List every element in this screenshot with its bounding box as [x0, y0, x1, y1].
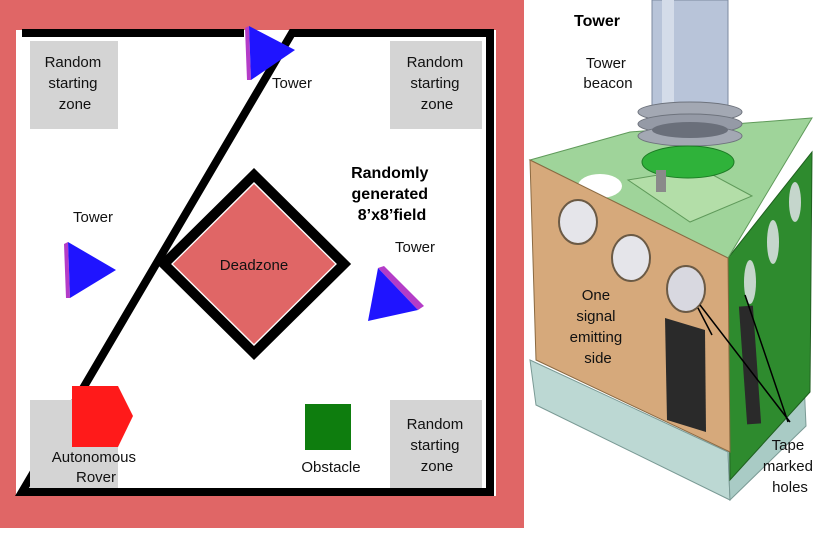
start-zone-1-line-2: starting: [48, 75, 97, 92]
start-zone-label-1: Random starting zone: [45, 54, 106, 113]
field-title-line-1: Randomly: [351, 165, 428, 182]
wood-board-hole-1: [558, 199, 598, 245]
start-zone-3-line-1: Random: [407, 416, 464, 433]
tower-label-right: Tower: [395, 239, 435, 256]
tape-label: Tape marked holes: [763, 437, 817, 496]
deadzone: [173, 184, 335, 344]
tower-label-top: Tower: [272, 75, 312, 92]
signal-side-line-3: emitting: [570, 329, 623, 346]
wood-board-emitter: [665, 318, 706, 432]
leader-line-tape-2: [699, 304, 791, 423]
beacon-green-mount: [641, 145, 735, 179]
start-zone-bottom-right: [390, 400, 482, 488]
rover-label: Autonomous Rover: [52, 449, 140, 486]
tape-label-line-1: Tape: [772, 437, 805, 454]
beacon-label-line-1: Tower: [586, 55, 626, 72]
tower-left-icon: [64, 242, 116, 298]
obstacle-label: Obstacle: [301, 459, 360, 476]
beacon-cone: [652, 122, 728, 138]
wood-board-hole-2: [611, 234, 651, 282]
tape-label-line-3: holes: [772, 479, 808, 496]
rover-icon: [72, 386, 133, 447]
rover-label-line-1: Autonomous: [52, 449, 136, 466]
rover-label-line-2: Rover: [76, 469, 116, 486]
wood-board-hole-3: [666, 265, 706, 313]
field-title: Randomly generated 8’x8’field: [351, 165, 433, 224]
deadzone-outline: [156, 167, 352, 361]
green-board-emitter: [738, 305, 762, 425]
start-zone-2-line-3: zone: [421, 96, 454, 113]
start-zone-3-line-2: starting: [410, 437, 459, 454]
signal-side-line-2: signal: [576, 308, 615, 325]
green-board-hole-3: [789, 182, 801, 222]
start-zone-1-line-1: Random: [45, 54, 102, 71]
start-zone-3-line-3: zone: [421, 458, 454, 475]
signal-side-label: One signal emitting side: [570, 287, 627, 367]
signal-side-line-4: side: [584, 350, 612, 367]
tape-label-line-2: marked: [763, 458, 813, 475]
leader-line-tape-1: [744, 294, 789, 423]
green-board-hole-2: [767, 220, 779, 264]
start-zone-1-line-3: zone: [59, 96, 92, 113]
field-wall: [15, 29, 494, 496]
beacon-label: Tower beacon: [583, 55, 632, 92]
tower-label-left: Tower: [73, 209, 113, 226]
start-zone-label-2: Random starting zone: [407, 54, 468, 113]
green-board-hole-1: [744, 260, 756, 304]
leader-line-side: [697, 307, 713, 336]
tower-right-icon: [368, 266, 424, 321]
obstacle-icon: [305, 404, 351, 450]
tower-model-panel: Tower Tower beacon One signal emitting s…: [524, 0, 822, 528]
field-panel: Random starting zone Random starting zon…: [0, 0, 524, 528]
field-title-line-3: 8’x8’field: [358, 207, 426, 224]
tower-model-heading: Tower: [574, 13, 620, 30]
start-zone-label-3: Random starting zone: [407, 416, 468, 475]
deadzone-label: Deadzone: [220, 257, 288, 274]
beacon-tube-highlight: [662, 0, 674, 110]
tower-top-icon: [245, 26, 295, 80]
signal-side-line-1: One: [582, 287, 610, 304]
start-zone-2-line-2: starting: [410, 75, 459, 92]
start-zone-top-left: [30, 41, 118, 129]
start-zone-top-right: [390, 41, 482, 129]
field-title-line-2: generated: [352, 186, 428, 203]
start-zone-2-line-1: Random: [407, 54, 464, 71]
beacon-post: [656, 170, 666, 192]
beacon-label-line-2: beacon: [583, 75, 632, 92]
